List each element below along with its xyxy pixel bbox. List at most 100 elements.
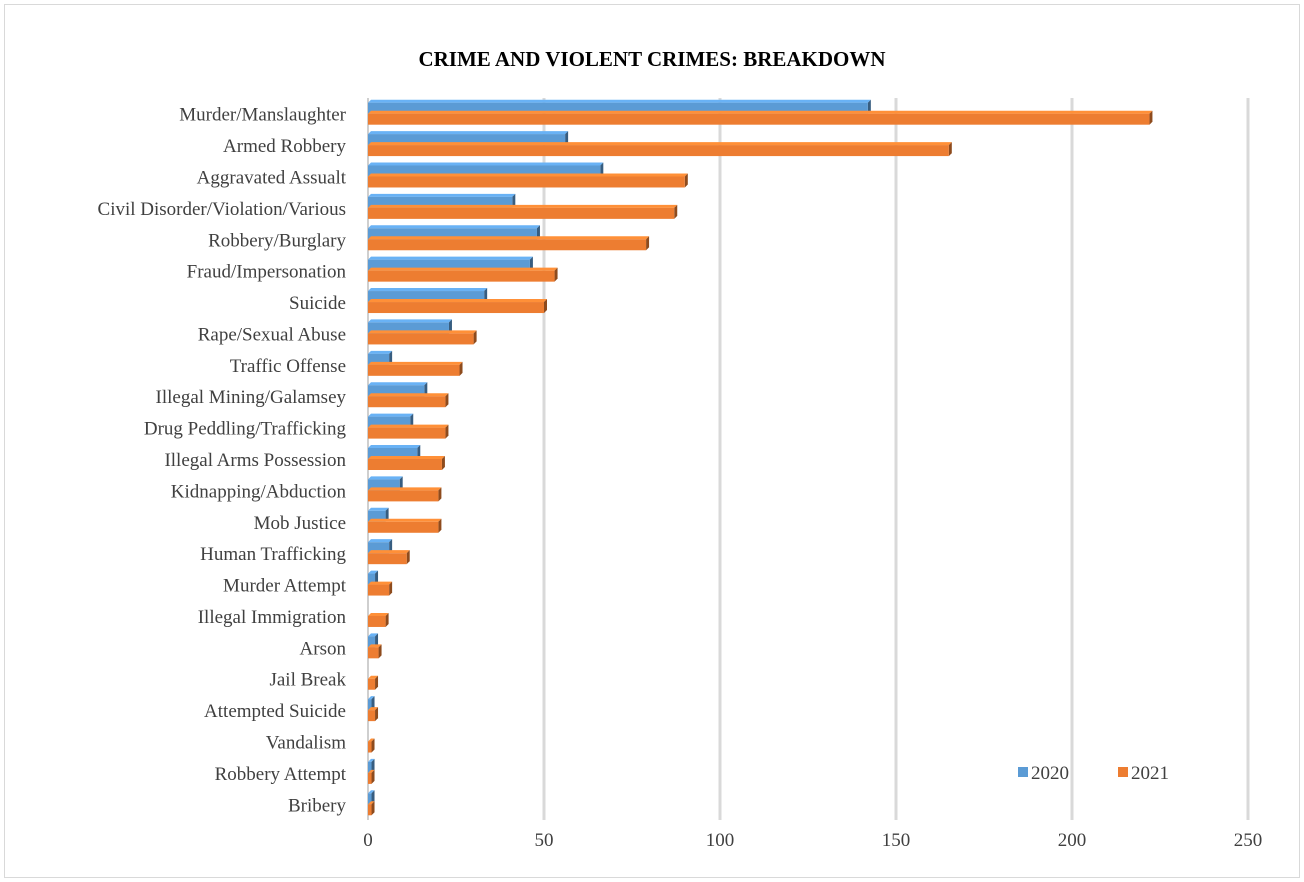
category-label: Illegal Mining/Galamsey (156, 387, 347, 408)
bar-side-face (417, 445, 421, 459)
bar-2020-arson (368, 633, 379, 648)
bar-front-face (368, 145, 949, 157)
bar-front-face (368, 385, 425, 397)
bar-top-face (368, 445, 421, 448)
bar-top-face (368, 142, 952, 146)
bar-top-face (368, 456, 445, 459)
bar-top-face (368, 236, 650, 240)
bar-front-face (368, 490, 439, 502)
bar-2020-rape-sexual-abuse (368, 319, 452, 334)
bar-front-face (368, 510, 386, 522)
bar-2021-murder-manslaughter (368, 110, 1153, 125)
bar-side-face (424, 382, 428, 397)
bar-2021-attempted-suicide (368, 707, 379, 722)
bar-front-face (368, 521, 439, 533)
bar-side-face (389, 539, 393, 554)
bar-side-face (375, 675, 379, 690)
category-label: Jail Break (269, 670, 346, 691)
x-tick-label: 100 (706, 830, 735, 851)
bar-2020-human-trafficking (368, 539, 393, 554)
bar-2020-illegal-mining-galamsey (368, 382, 428, 397)
bar-side-face (389, 581, 393, 596)
bar-side-face (565, 131, 569, 146)
bar-2020-kidnapping-abduction (368, 476, 403, 491)
bar-side-face (371, 769, 375, 784)
bar-front-face (368, 678, 376, 690)
bar-2021-mob-justice (368, 518, 442, 533)
bar-top-face (368, 675, 379, 679)
category-label: Armed Robbery (223, 136, 346, 157)
legend: 2020 2021 (1018, 763, 1169, 784)
bar-top-face (368, 99, 871, 103)
bar-top-face (368, 769, 375, 773)
bar-front-face (368, 353, 390, 365)
bar-2021-vandalism (368, 738, 375, 753)
bar-front-face (368, 479, 400, 491)
bar-top-face (368, 487, 442, 491)
bar-front-face (368, 333, 474, 345)
bar-top-face (368, 299, 547, 303)
bar-side-face (375, 633, 379, 648)
bar-2020-attempted-suicide (368, 696, 375, 711)
bar-front-face (368, 207, 675, 219)
bar-2021-illegal-arms-possession (368, 456, 445, 470)
gridline (542, 98, 546, 820)
bar-2020-suicide (368, 288, 488, 303)
bar-2021-illegal-immigration (368, 612, 389, 627)
bar-front-face (368, 102, 868, 114)
bar-2020-aggravated-assualt (368, 162, 604, 177)
bar-2020-mob-justice (368, 507, 389, 522)
bar-2021-drug-peddling-trafficking (368, 424, 449, 439)
bar-top-face (368, 393, 449, 397)
bar-side-face (399, 476, 403, 491)
category-label: Illegal Immigration (198, 607, 347, 628)
gridlines (542, 98, 1250, 820)
bar-side-face (445, 424, 449, 439)
bar-side-face (554, 267, 558, 282)
bar-side-face (371, 758, 375, 773)
bar-side-face (389, 350, 393, 365)
bar-2021-arson (368, 644, 382, 659)
category-label: Aggravated Assualt (197, 167, 347, 188)
category-label: Rape/Sexual Abuse (198, 324, 346, 345)
bar-top-face (368, 204, 678, 208)
bar-front-face (368, 239, 647, 251)
gridline (718, 98, 722, 820)
category-label: Bribery (288, 795, 347, 816)
bar-front-face (368, 196, 513, 208)
bar-top-face (368, 131, 569, 135)
bar-2020-robbery-burglary (368, 225, 540, 240)
bar-side-face (441, 456, 445, 470)
bar-side-face (600, 162, 604, 177)
bar-2020-drug-peddling-trafficking (368, 413, 414, 428)
bar-side-face (473, 330, 477, 345)
bar-side-face (529, 256, 533, 271)
bar-side-face (378, 644, 382, 659)
bar-front-face (368, 134, 566, 146)
bar-top-face (368, 790, 375, 794)
bar-top-face (368, 288, 488, 292)
category-labels: Murder/Manslaughter Armed Robbery Aggravat… (98, 105, 347, 817)
category-label: Illegal Arms Possession (164, 450, 346, 471)
bar-top-face (368, 413, 414, 417)
bar-front-face (368, 584, 390, 596)
bar-front-face (368, 427, 446, 439)
x-tick-label: 250 (1234, 830, 1263, 851)
bar-2020-bribery (368, 790, 375, 805)
bar-2021-armed-robbery (368, 142, 952, 157)
bar-side-face (1149, 110, 1153, 125)
bar-2020-murder-attempt (368, 570, 379, 585)
bar-top-face (368, 110, 1153, 114)
bar-side-face (536, 225, 540, 240)
bar-top-face (368, 162, 604, 166)
bar-2021-suicide (368, 299, 547, 314)
bar-2021-illegal-mining-galamsey (368, 393, 449, 408)
category-label: Robbery Attempt (215, 764, 347, 785)
bar-front-face (368, 710, 376, 722)
bar-top-face (368, 518, 442, 522)
bar-front-face (368, 396, 446, 408)
bars (368, 99, 1153, 816)
bar-side-face (459, 361, 463, 376)
bar-side-face (684, 173, 688, 188)
bar-2021-aggravated-assualt (368, 173, 688, 188)
